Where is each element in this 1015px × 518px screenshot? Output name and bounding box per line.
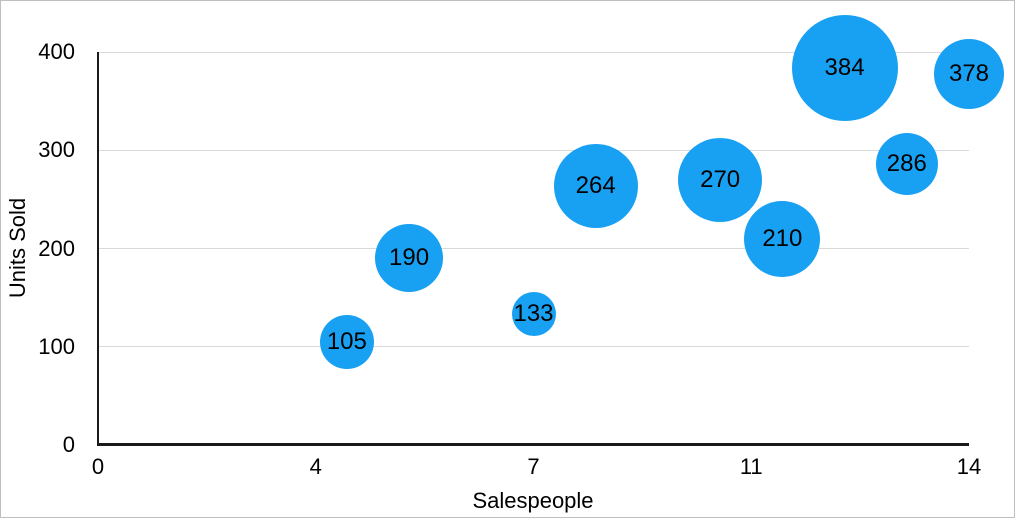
- y-tick-label-0: 0: [62, 432, 75, 457]
- bubble-value-label: 105: [326, 327, 367, 355]
- gridline-y-200: [98, 248, 969, 249]
- y-tick-label-100: 100: [38, 333, 75, 359]
- bubble-384[interactable]: 384: [791, 14, 898, 121]
- y-tick-label-400: 400: [38, 39, 75, 64]
- bubble-105[interactable]: 105: [319, 314, 374, 369]
- x-tick-label-7: 7: [527, 454, 540, 479]
- gridline-y-300: [98, 149, 969, 151]
- bubble-264[interactable]: 264: [553, 143, 638, 228]
- bubble-value-label: 190: [389, 244, 430, 272]
- bubble-378[interactable]: 378: [934, 38, 1004, 109]
- bubble-value-label: 378: [948, 59, 990, 87]
- bubble-value-label: 270: [700, 165, 741, 193]
- y-tick-label-200: 200: [38, 235, 75, 261]
- x-tick-label-0: 0: [91, 454, 105, 479]
- bubble-value-label: 286: [886, 150, 927, 177]
- bubble-value-label: 384: [824, 53, 865, 81]
- bubble-value-label: 264: [575, 171, 616, 199]
- bubble-value-label: 210: [762, 224, 803, 252]
- bubble-210[interactable]: 210: [744, 200, 821, 277]
- y-axis-line: [97, 52, 99, 445]
- bubble-133[interactable]: 133: [511, 292, 556, 337]
- bubble-286[interactable]: 286: [875, 133, 938, 195]
- bubble-270[interactable]: 270: [678, 137, 763, 222]
- bubble-190[interactable]: 190: [375, 224, 444, 293]
- x-axis-title: Salespeople: [472, 488, 594, 513]
- gridline-y-400: [98, 51, 969, 53]
- x-tick-label-4: 4: [309, 454, 322, 479]
- x-tick-label-11: 11: [739, 454, 763, 479]
- gridline-y-100: [98, 346, 969, 348]
- bubble-value-label: 133: [513, 300, 554, 328]
- y-tick-label-300: 300: [38, 137, 75, 163]
- x-tick-label-14: 14: [956, 454, 982, 479]
- x-axis-line: [97, 443, 969, 446]
